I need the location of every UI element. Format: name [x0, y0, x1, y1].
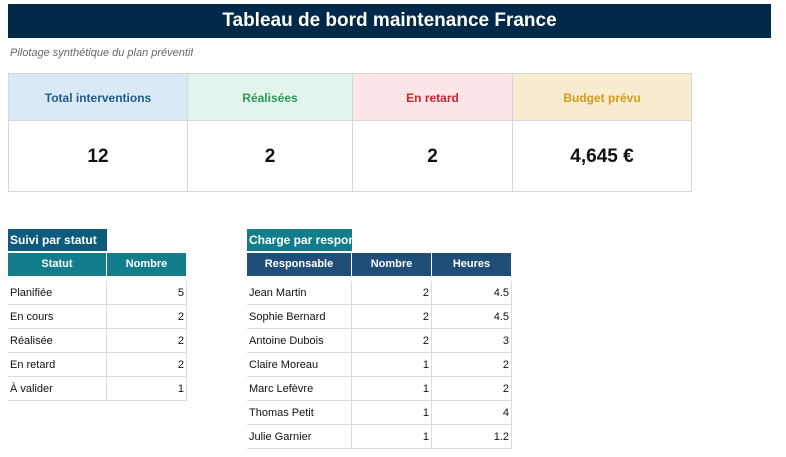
table-cell: 2 [107, 353, 187, 377]
table-cell: 2 [432, 353, 512, 377]
table-cell: 5 [107, 281, 187, 305]
table-cell: En cours [8, 305, 107, 329]
table-cell: Julie Garnier [247, 425, 352, 449]
table-cell: Claire Moreau [247, 353, 352, 377]
table-cell: 4.5 [432, 281, 512, 305]
table-cell: 2 [352, 329, 432, 353]
table-cell: En retard [8, 353, 107, 377]
table-cell: 1 [352, 401, 432, 425]
column-header: Heures [432, 253, 512, 276]
table-title: Charge par responsable [247, 229, 352, 251]
dashboard-title: Tableau de bord maintenance France [8, 4, 771, 38]
table-cell: Marc Lefèvre [247, 377, 352, 401]
table-cell: 4.5 [432, 305, 512, 329]
column-header: Responsable [247, 253, 352, 276]
table-cell: 4 [432, 401, 512, 425]
table-cell: 1 [352, 377, 432, 401]
kpi-value: 12 [8, 120, 188, 192]
table-cell: Sophie Bernard [247, 305, 352, 329]
table-cell: Antoine Dubois [247, 329, 352, 353]
kpi-label: Budget prévu [512, 73, 692, 121]
kpi-label: Réalisées [187, 73, 353, 121]
table-title: Suivi par statut [8, 229, 107, 251]
table-cell: 1 [352, 353, 432, 377]
kpi-label: En retard [352, 73, 513, 121]
table-cell: 2 [432, 377, 512, 401]
table-cell: 1.2 [432, 425, 512, 449]
table-cell: 2 [352, 305, 432, 329]
table-cell: 2 [107, 329, 187, 353]
table-cell: 3 [432, 329, 512, 353]
kpi-value: 4,645 € [512, 120, 692, 192]
kpi-value: 2 [352, 120, 513, 192]
column-header: Statut [8, 253, 107, 276]
table-cell: 1 [107, 377, 187, 401]
table-cell: 2 [107, 305, 187, 329]
table-cell: Thomas Petit [247, 401, 352, 425]
table-cell: 2 [352, 281, 432, 305]
table-cell: 1 [352, 425, 432, 449]
table-cell: À valider [8, 377, 107, 401]
kpi-label: Total interventions [8, 73, 188, 121]
subtitle: Pilotage synthétique du plan préventif [10, 47, 194, 59]
column-header: Nombre [352, 253, 432, 276]
kpi-value: 2 [187, 120, 353, 192]
table-cell: Planifiée [8, 281, 107, 305]
table-cell: Réalisée [8, 329, 107, 353]
table-cell: Jean Martin [247, 281, 352, 305]
column-header: Nombre [107, 253, 187, 276]
